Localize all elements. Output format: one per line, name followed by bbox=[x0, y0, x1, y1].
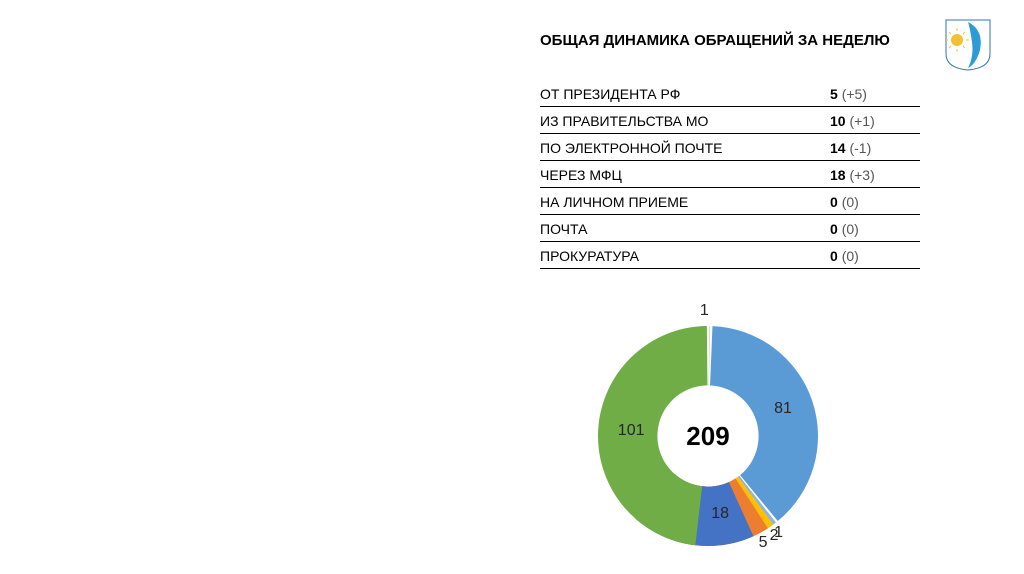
row-label: ПРОКУРАТУРА bbox=[540, 248, 830, 264]
table-row: ЧЕРЕЗ МФЦ18 (+3) bbox=[540, 161, 920, 188]
row-value: 0 (0) bbox=[830, 248, 920, 264]
table-row: ПОЧТА0 (0) bbox=[540, 215, 920, 242]
row-value: 10 (+1) bbox=[830, 113, 920, 129]
sun-icon bbox=[951, 34, 963, 46]
donut-slice bbox=[709, 326, 711, 385]
page-title: ОБЩАЯ ДИНАМИКА ОБРАЩЕНИЙ ЗА НЕДЕЛЮ bbox=[540, 32, 890, 49]
table-row: ПО ЭЛЕКТРОННОЙ ПОЧТЕ14 (-1) bbox=[540, 134, 920, 161]
row-value: 5 (+5) bbox=[830, 86, 920, 102]
region-logo bbox=[940, 16, 996, 72]
row-value: 0 (0) bbox=[830, 221, 920, 237]
row-label: ПО ЭЛЕКТРОННОЙ ПОЧТЕ bbox=[540, 140, 830, 156]
summary-table: ОТ ПРЕЗИДЕНТА РФ5 (+5)ИЗ ПРАВИТЕЛЬСТВА М… bbox=[540, 80, 920, 269]
table-row: ИЗ ПРАВИТЕЛЬСТВА МО10 (+1) bbox=[540, 107, 920, 134]
row-label: НА ЛИЧНОМ ПРИЕМЕ bbox=[540, 194, 830, 210]
table-row: НА ЛИЧНОМ ПРИЕМЕ0 (0) bbox=[540, 188, 920, 215]
row-value: 18 (+3) bbox=[830, 167, 920, 183]
row-label: ОТ ПРЕЗИДЕНТА РФ bbox=[540, 86, 830, 102]
donut-slice bbox=[598, 326, 707, 545]
shield-outline bbox=[946, 20, 990, 70]
row-value: 0 (0) bbox=[830, 194, 920, 210]
row-label: ЧЕРЕЗ МФЦ bbox=[540, 167, 830, 183]
donut-chart: 209 18112518101 bbox=[588, 316, 828, 556]
row-label: ИЗ ПРАВИТЕЛЬСТВА МО bbox=[540, 113, 830, 129]
table-row: ПРОКУРАТУРА0 (0) bbox=[540, 242, 920, 269]
row-value: 14 (-1) bbox=[830, 140, 920, 156]
row-label: ПОЧТА bbox=[540, 221, 830, 237]
table-row: ОТ ПРЕЗИДЕНТА РФ5 (+5) bbox=[540, 80, 920, 107]
